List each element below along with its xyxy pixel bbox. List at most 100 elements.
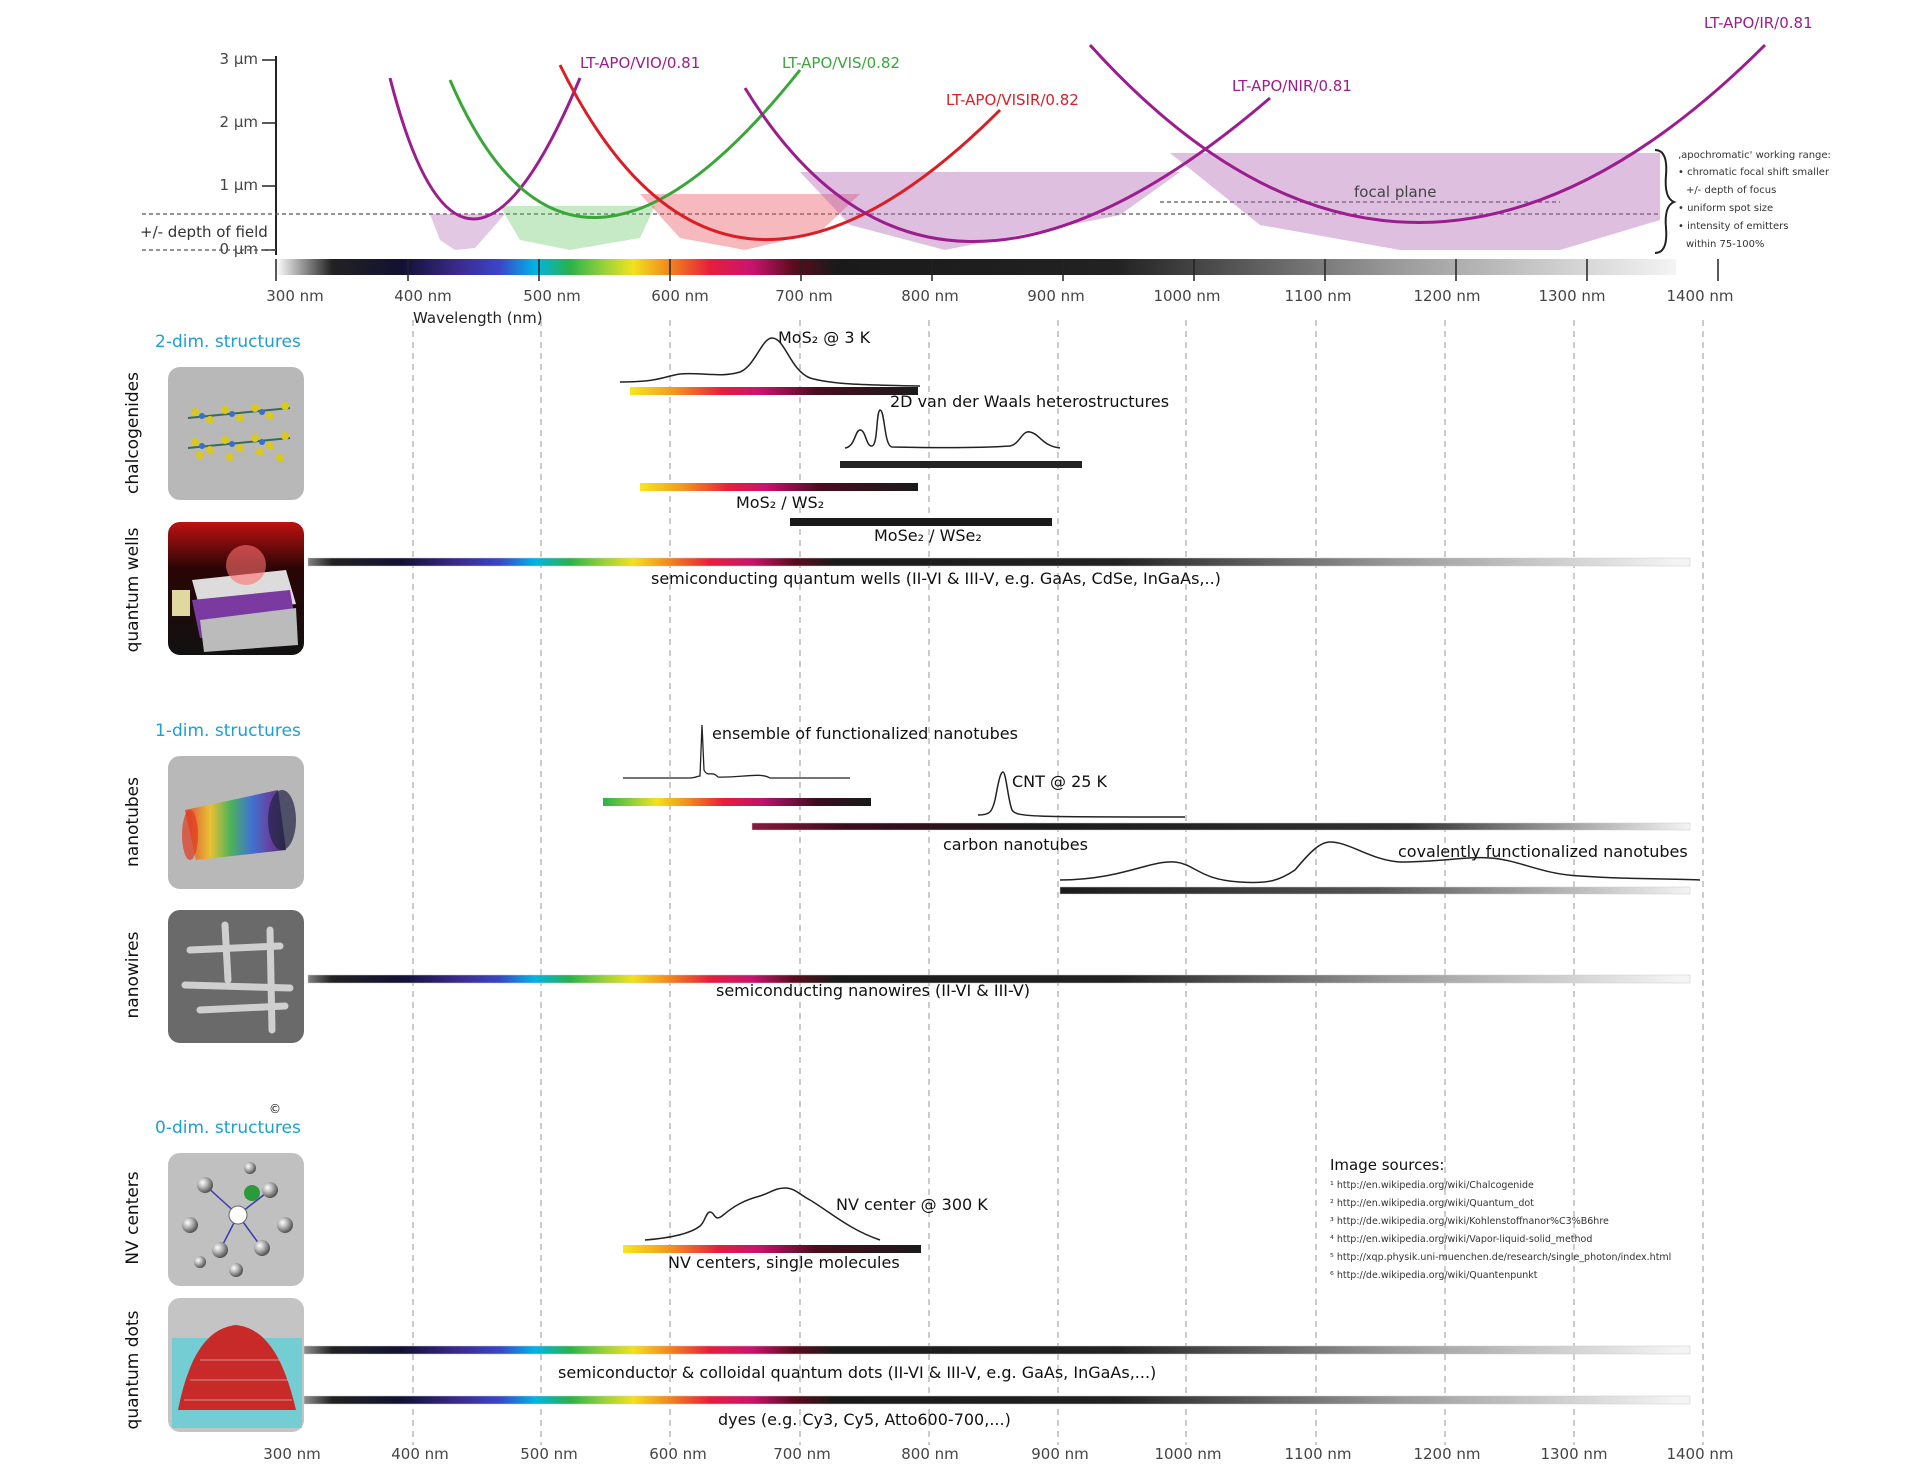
x-tick-1000: 1000 nm — [1154, 1445, 1221, 1463]
x-tick-800: 800 nm — [901, 287, 959, 305]
x-tick-900: 900 nm — [1027, 287, 1085, 305]
x-tick-700: 700 nm — [773, 1445, 831, 1463]
thumb-quantum-dots — [168, 1298, 304, 1432]
top-chart: 3 µm 2 µm 1 µm 0 µm +/- depth of field — [140, 14, 1831, 327]
x-tick-1200: 1200 nm — [1413, 1445, 1480, 1463]
sources-title: Image sources: — [1330, 1156, 1444, 1174]
x-tick-700: 700 nm — [775, 287, 833, 305]
image-sources: Image sources: ¹ http://en.wikipedia.org… — [1330, 1156, 1671, 1281]
working-range-item: within 75-100% — [1686, 239, 1764, 250]
category-nv-centers: NV centers — [123, 1171, 143, 1264]
x-tick-600: 600 nm — [649, 1445, 707, 1463]
label-cnt-25k: CNT @ 25 K — [1012, 772, 1108, 791]
x-tick-1100: 1100 nm — [1284, 287, 1351, 305]
bar-dyes — [303, 1395, 1691, 1405]
spectrum-nv-300k — [644, 1187, 881, 1241]
working-range-item: • uniform spot size — [1678, 203, 1773, 214]
curve-nir — [743, 87, 1271, 243]
working-range-item: • chromatic focal shift smaller — [1678, 167, 1830, 178]
x-tick-400: 400 nm — [394, 287, 452, 305]
label-nanowires: semiconducting nanowires (II-VI & III-V) — [716, 981, 1030, 1000]
source-item: ⁴ http://en.wikipedia.org/wiki/Vapor-liq… — [1330, 1234, 1592, 1245]
curve-label-vis: LT-APO/VIS/0.82 — [782, 54, 900, 72]
wavelength-grid — [412, 320, 1704, 1445]
bar-covalent — [1059, 886, 1691, 895]
spectrum-cnt-25k — [977, 771, 1186, 818]
source-item: ⁵ http://xqp.physik.uni-muenchen.de/rese… — [1330, 1252, 1671, 1263]
thumb-nv-centers — [168, 1153, 304, 1286]
x-axis-top-labels: 300 nm 400 nm 500 nm 600 nm 700 nm 800 n… — [266, 287, 1733, 305]
curve-label-visir: LT-APO/VISIR/0.82 — [946, 91, 1079, 109]
label-mose2-wse2: MoSe₂ / WSe₂ — [874, 526, 982, 545]
section-0dim: 0-dim. structures — [155, 1118, 301, 1138]
x-tick-1200: 1200 nm — [1413, 287, 1480, 305]
curve-label-vio: LT-APO/VIO/0.81 — [580, 54, 700, 72]
bar-mos2-3k — [630, 387, 918, 395]
x-tick-600: 600 nm — [651, 287, 709, 305]
bar-mos2-ws2 — [640, 483, 918, 491]
y-tick-3um: 3 µm — [220, 50, 258, 68]
focal-plane-label: focal plane — [1354, 183, 1436, 201]
category-quantum-wells: quantum wells — [123, 527, 143, 652]
x-tick-1400: 1400 nm — [1666, 287, 1733, 305]
source-item: ¹ http://en.wikipedia.org/wiki/Chalcogen… — [1330, 1180, 1534, 1191]
bar-nv-single — [623, 1245, 921, 1253]
curve-vis — [448, 69, 802, 219]
bar-ensemble — [603, 798, 871, 806]
x-tick-1000: 1000 nm — [1153, 287, 1220, 305]
label-vdw: 2D van der Waals heterostructures — [890, 392, 1169, 411]
x-tick-1300: 1300 nm — [1538, 287, 1605, 305]
working-range-notes: ‚apochromatic' working range: • chromati… — [1678, 150, 1831, 250]
spectrum-ensemble — [623, 724, 850, 779]
x-axis-ticks — [275, 259, 1719, 281]
bar-vdw — [840, 461, 1082, 468]
label-quantum-dots: semiconductor & colloidal quantum dots (… — [558, 1363, 1156, 1382]
x-tick-800: 800 nm — [901, 1445, 959, 1463]
label-quantum-wells: semiconducting quantum wells (II-VI & II… — [651, 569, 1221, 588]
x-axis-bottom-labels: 300 nm 400 nm 500 nm 600 nm 700 nm 800 n… — [263, 1445, 1733, 1463]
category-quantum-dots: quantum dots — [123, 1310, 143, 1429]
chromatic-curves — [388, 43, 1767, 243]
x-axis-title: Wavelength (nm) — [413, 309, 543, 327]
category-nanotubes: nanotubes — [123, 777, 143, 867]
x-tick-1100: 1100 nm — [1284, 1445, 1351, 1463]
x-tick-500: 500 nm — [520, 1445, 578, 1463]
source-item: ⁶ http://de.wikipedia.org/wiki/Quantenpu… — [1330, 1270, 1538, 1281]
spectrum-vdw — [844, 409, 1061, 449]
label-dyes: dyes (e.g. Cy3, Cy5, Atto600-700,...) — [718, 1410, 1011, 1429]
source-item: ² http://en.wikipedia.org/wiki/Quantum_d… — [1330, 1198, 1534, 1209]
spectrum-mos2-3k — [619, 337, 921, 387]
x-tick-1400: 1400 nm — [1666, 1445, 1733, 1463]
bar-mose2-wse2 — [790, 518, 1052, 526]
thumb-nanowires — [168, 910, 304, 1043]
x-tick-900: 900 nm — [1031, 1445, 1089, 1463]
category-nanowires: nanowires — [123, 931, 143, 1018]
label-carbon-nanotubes: carbon nanotubes — [943, 835, 1088, 854]
working-range-item: +/- depth of focus — [1686, 185, 1776, 196]
label-mos2-3k: MoS₂ @ 3 K — [778, 328, 871, 347]
x-tick-500: 500 nm — [523, 287, 581, 305]
y-tick-2um: 2 µm — [220, 113, 258, 131]
bar-carbon-nanotubes — [751, 822, 1691, 831]
copyright-mark: © — [269, 1102, 281, 1116]
working-range-title: ‚apochromatic' working range: — [1678, 150, 1831, 161]
x-tick-1300: 1300 nm — [1540, 1445, 1607, 1463]
x-tick-300: 300 nm — [266, 287, 324, 305]
category-chalcogenides: chalcogenides — [123, 372, 143, 494]
working-range-brace — [1654, 149, 1677, 254]
spectrum-covalent — [1059, 841, 1701, 884]
focal-shaded-areas — [430, 153, 1660, 250]
y-axis-ticks: 3 µm 2 µm 1 µm 0 µm — [220, 50, 276, 258]
bar-quantum-dots — [303, 1345, 1691, 1355]
label-covalent: covalently functionalized nanotubes — [1398, 842, 1688, 861]
depth-of-field-label: +/- depth of field — [140, 223, 268, 241]
thumb-nanotubes — [168, 756, 304, 889]
label-mos2-ws2: MoS₂ / WS₂ — [736, 493, 824, 512]
source-item: ³ http://de.wikipedia.org/wiki/Kohlensto… — [1330, 1216, 1609, 1227]
y-tick-0um: 0 µm — [220, 240, 258, 258]
thumb-quantum-wells — [168, 522, 304, 655]
label-nv-single: NV centers, single molecules — [668, 1253, 900, 1272]
curve-label-ir: LT-APO/IR/0.81 — [1704, 14, 1813, 32]
working-range-item: • intensity of emitters — [1678, 221, 1788, 232]
